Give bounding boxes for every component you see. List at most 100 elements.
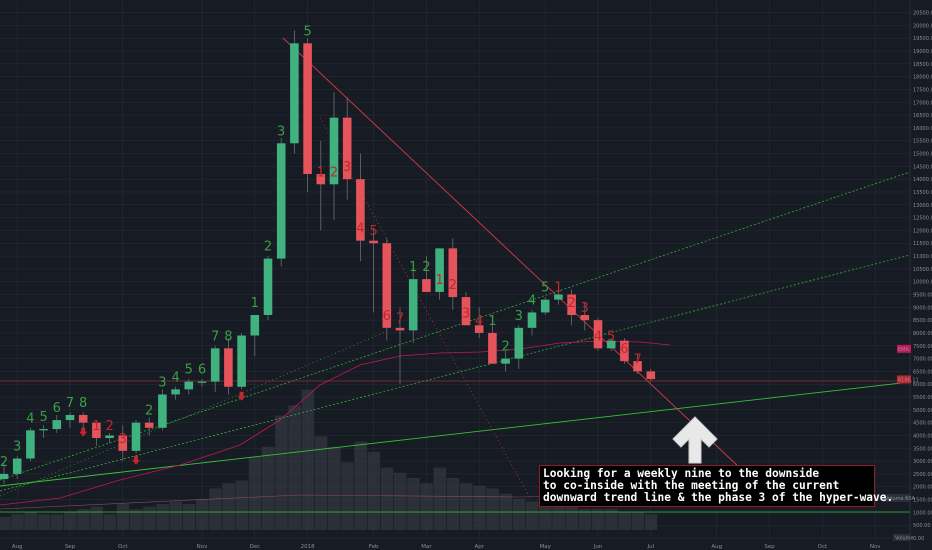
candle-body — [250, 315, 260, 336]
y-tick-label: 10000.00 — [913, 280, 932, 286]
y-tick-label: 13500.00 — [913, 190, 932, 196]
count-label: 3 — [343, 160, 351, 175]
x-tick-label: Oct — [818, 544, 828, 550]
count-label: 1 — [488, 314, 496, 329]
x-tick-label: Oct — [118, 544, 128, 550]
trend-line-green-dashed-1 — [0, 171, 911, 481]
ema-line — [0, 340, 671, 506]
candle-body — [316, 174, 326, 185]
count-label: 2 — [422, 260, 430, 275]
volume-bar — [407, 478, 420, 530]
y-tick-label: 0.00 — [913, 536, 924, 542]
volume-bar — [446, 478, 460, 530]
count-label: 4 — [356, 222, 364, 237]
count-label: 1 — [435, 273, 443, 288]
count-label: 1 — [251, 296, 259, 311]
candle-body — [488, 332, 497, 364]
sell-arrow-icon — [132, 455, 140, 465]
candle-body — [290, 43, 299, 144]
volume-bar — [460, 483, 473, 530]
y-tick-label: 6500.00 — [913, 369, 932, 375]
y-tick-label: 8500.00 — [913, 318, 932, 324]
candle-body — [620, 340, 629, 362]
candle-body — [422, 279, 431, 292]
volume-bar — [301, 389, 315, 530]
count-label: 6 — [620, 342, 628, 357]
candle-body — [329, 117, 339, 185]
x-axis: Aug Sep Oct Nov Dec 2018 Feb Mar Apr May Jun Jul Aug… — [12, 544, 881, 550]
x-tick-label: Jul — [646, 544, 654, 550]
count-label: 5 — [607, 329, 615, 344]
volume-bar — [473, 485, 486, 530]
count-label: 7 — [396, 311, 404, 326]
volume-bar — [394, 472, 407, 530]
volume-bar — [275, 415, 288, 530]
x-tick-label: Nov — [870, 544, 881, 550]
candle-body — [554, 294, 563, 300]
count-label: 4 — [171, 370, 179, 385]
y-tick-label: 18000.00 — [913, 75, 932, 81]
volume-bar — [486, 488, 499, 530]
volume-bar — [328, 446, 341, 530]
volume-bar — [50, 514, 64, 530]
y-tick-label: 11000.00 — [913, 254, 932, 260]
volume-bar — [248, 457, 262, 530]
candle-body — [540, 299, 550, 313]
candle-body — [39, 429, 48, 431]
x-tick-label: Aug — [711, 544, 722, 550]
candle-body — [184, 381, 194, 390]
count-label: 2 — [0, 455, 8, 470]
count-label: 4 — [528, 293, 536, 308]
y-tick-label: 19000.00 — [913, 49, 932, 55]
volume-bar — [116, 504, 130, 530]
candle-body — [356, 179, 365, 241]
y-tick-label: 10500.00 — [913, 267, 932, 273]
candles — [0, 30, 656, 485]
volume-bar — [0, 517, 11, 530]
x-tick-label: Sep — [764, 544, 775, 550]
ema-badge: EMA — [898, 347, 909, 353]
volume-bar — [539, 504, 552, 530]
count-label: 1 — [92, 419, 100, 434]
x-tick-label: Sep — [65, 544, 76, 550]
y-tick-label: 5000.00 — [913, 408, 932, 414]
volume-bar — [341, 462, 354, 530]
candle-body — [369, 240, 378, 244]
candle-body — [26, 430, 35, 459]
volume-bar — [222, 483, 235, 530]
count-label: 3 — [119, 432, 127, 447]
volume-bar — [209, 488, 222, 530]
volume-bar — [169, 501, 183, 530]
y-tick-label: 7500.00 — [913, 344, 932, 350]
volume-bar — [196, 498, 209, 530]
count-label: 2 — [501, 340, 509, 355]
count-label: 4 — [594, 329, 602, 344]
count-label: 4 — [475, 314, 483, 329]
trend-line-green-solid — [0, 381, 911, 487]
y-tick-label: 7000.00 — [913, 357, 932, 363]
count-label: 4 — [26, 411, 34, 426]
y-tick-label: 9000.00 — [913, 305, 932, 311]
x-tick-label: Nov — [197, 544, 208, 550]
volume-bar — [420, 483, 433, 530]
count-label: 2 — [105, 419, 113, 434]
y-tick-label: 3500.00 — [913, 446, 932, 452]
volume-bar — [103, 514, 117, 530]
trend-line-green-dashed-2 — [0, 254, 911, 492]
volume-bar — [182, 504, 196, 530]
y-tick-label: 6000.00 — [913, 382, 932, 388]
volume-bar — [618, 511, 631, 530]
y-tick-label: 17000.00 — [913, 100, 932, 106]
count-label: 1 — [409, 260, 417, 275]
y-tick-label: 16000.00 — [913, 126, 932, 132]
x-tick-label: Dec — [249, 544, 260, 550]
volume-bar — [526, 501, 539, 530]
y-tick-label: 19500.00 — [913, 36, 932, 42]
volume-bar — [37, 514, 51, 530]
volume-bar — [90, 506, 103, 530]
volume-bar — [512, 498, 526, 530]
trend-line-red-solid — [282, 37, 741, 469]
count-label: 7 — [211, 329, 219, 344]
count-label: 8 — [79, 396, 87, 411]
